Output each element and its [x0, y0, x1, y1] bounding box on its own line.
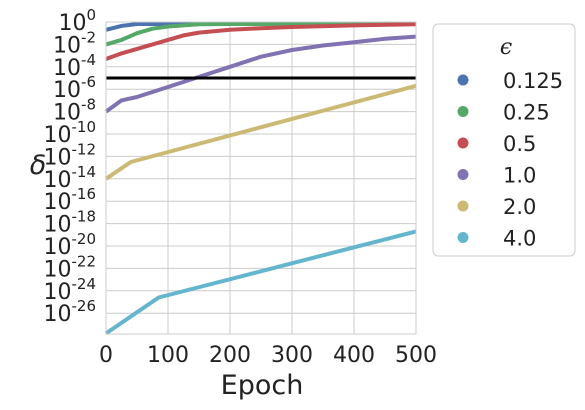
plot-area [106, 22, 416, 334]
legend-label: 4.0 [503, 227, 536, 251]
series-group [104, 22, 417, 336]
y-tick-labels: 10010-210-410-610-810-1010-1210-1410-161… [44, 6, 97, 327]
legend-title: ϵ [500, 35, 512, 60]
y-tick-label: 10-20 [44, 230, 97, 260]
legend-label: 0.125 [503, 69, 563, 93]
y-tick-label: 10-8 [53, 96, 96, 126]
x-tick-label: 200 [209, 343, 251, 368]
legend-marker [457, 74, 469, 86]
y-tick-label: 100 [58, 6, 96, 36]
x-axis-title: Epoch [221, 370, 304, 401]
legend-box [432, 23, 576, 257]
y-tick-label: 10-16 [44, 185, 97, 215]
y-axis-title: δ [30, 150, 47, 181]
x-tick-label: 100 [147, 343, 189, 368]
x-tick-labels: 0 100 200 300 400 500 [99, 343, 437, 368]
legend-label: 0.25 [503, 101, 550, 125]
x-tick-label: 300 [271, 343, 313, 368]
y-tick-label: 10-12 [44, 140, 97, 170]
legend-marker [457, 137, 469, 149]
y-tick-label: 10-22 [44, 252, 97, 282]
y-tick-label: 10-26 [44, 297, 97, 327]
y-tick-label: 10-10 [44, 118, 97, 148]
legend-label: 0.5 [503, 132, 536, 156]
legend-label: 1.0 [503, 164, 536, 188]
legend-label: 2.0 [503, 195, 536, 219]
x-tick-label: 500 [395, 343, 437, 368]
legend-marker [457, 232, 469, 243]
legend-marker [457, 106, 469, 117]
series-line-0_5 [105, 22, 417, 61]
series-line-4_0 [104, 229, 417, 336]
series-line-1_0 [104, 34, 417, 114]
x-tick-label: 400 [333, 343, 375, 368]
x-tick-label: 0 [99, 343, 113, 368]
legend: ϵ 0.125 0.25 0.5 1.0 2.0 4.0 [432, 23, 576, 257]
y-tick-label: 10-4 [53, 51, 96, 81]
y-tick-label: 10-18 [44, 208, 97, 238]
y-tick-label: 10-6 [53, 73, 96, 103]
y-tick-label: 10-24 [44, 275, 97, 305]
legend-marker [457, 169, 469, 180]
y-tick-label: 10-2 [53, 28, 96, 58]
y-tick-label: 10-14 [44, 163, 97, 193]
legend-marker [457, 200, 469, 212]
plot-frame [105, 21, 417, 335]
series-line-2_0 [104, 83, 417, 181]
series-line-0_25 [105, 22, 416, 47]
